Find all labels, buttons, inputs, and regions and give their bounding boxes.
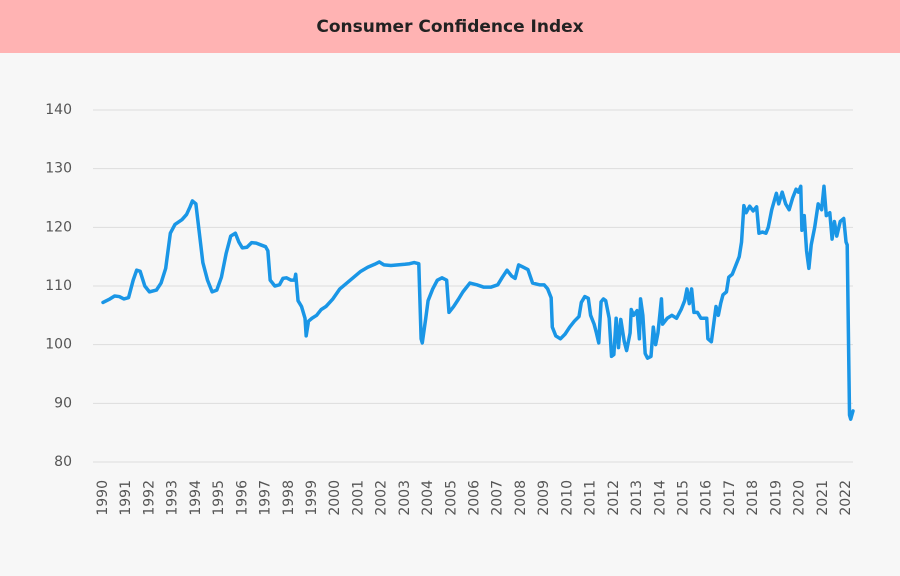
x-tick-label: 2020 [792, 480, 808, 516]
x-tick-label: 2005 [443, 480, 459, 516]
data-line [101, 184, 855, 421]
x-tick-label: 1990 [95, 480, 111, 516]
x-tick-label: 2006 [467, 480, 483, 516]
x-tick-label: 2019 [768, 480, 784, 516]
y-tick-label: 90 [54, 395, 72, 411]
x-tick-label: 2000 [327, 480, 343, 516]
x-tick-label: 2021 [815, 480, 831, 516]
y-tick-label: 120 [45, 219, 72, 235]
x-tick-label: 2012 [606, 480, 622, 516]
x-tick-label: 2014 [652, 480, 668, 516]
title-bar [0, 0, 900, 53]
x-tick-label: 2008 [513, 480, 529, 516]
x-tick-label: 1996 [234, 480, 250, 516]
y-tick-label: 80 [54, 454, 72, 470]
x-tick-label: 1992 [141, 480, 157, 516]
x-tick-label: 2022 [838, 480, 854, 516]
x-tick-label: 1995 [211, 480, 227, 516]
x-tick-label: 2016 [699, 480, 715, 516]
x-tick-label: 2013 [629, 480, 645, 516]
x-tick-label: 2002 [374, 480, 390, 516]
x-tick-label: 2004 [420, 480, 436, 516]
x-tick-label: 2018 [745, 480, 761, 516]
y-tick-label: 140 [45, 102, 72, 118]
x-tick-label: 2007 [490, 480, 506, 516]
x-tick-label: 2017 [722, 480, 738, 516]
y-tick-label: 130 [45, 161, 72, 177]
x-tick-label: 2010 [559, 480, 575, 516]
x-tick-label: 2003 [397, 480, 413, 516]
x-tick-label: 2011 [583, 480, 599, 516]
chart-title: Consumer Confidence Index [316, 17, 583, 37]
x-tick-label: 1999 [304, 480, 320, 516]
x-tick-label: 1993 [165, 480, 181, 516]
x-tick-label: 1991 [118, 480, 134, 516]
x-tick-label: 2001 [350, 480, 366, 516]
x-tick-label: 1997 [258, 480, 274, 516]
x-tick-label: 2009 [536, 480, 552, 516]
x-tick-label: 1994 [188, 480, 204, 516]
x-tick-label: 1998 [281, 480, 297, 516]
y-tick-label: 110 [45, 278, 72, 294]
y-tick-label: 100 [45, 337, 72, 353]
x-tick-label: 2015 [675, 480, 691, 516]
